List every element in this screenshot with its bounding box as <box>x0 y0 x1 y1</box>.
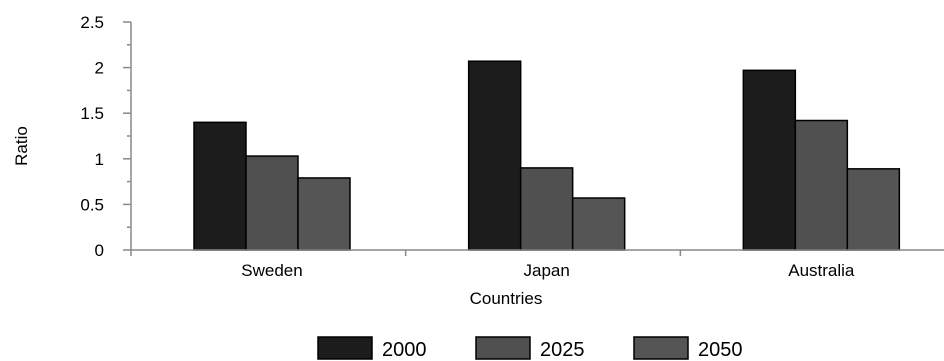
legend-swatch-2000 <box>317 336 373 360</box>
legend-swatch-2025 <box>475 336 531 360</box>
y-axis-title: Ratio <box>12 126 31 166</box>
bars <box>193 60 901 251</box>
x-tick-label: Australia <box>788 261 855 280</box>
y-tick-label: 2 <box>95 59 104 78</box>
legend-label-2000: 2000 <box>382 339 427 361</box>
bar-australia-2025 <box>794 119 849 251</box>
legend: 2000 2025 2050 <box>317 336 743 361</box>
x-tick-label: Sweden <box>241 261 302 280</box>
x-axis-title: Countries <box>470 289 543 308</box>
bar-japan-2000 <box>467 60 522 251</box>
bar-sweden-2050 <box>297 177 351 251</box>
y-tick-label: 0 <box>95 241 104 260</box>
x-axis-ticks <box>130 250 682 256</box>
y-tick-label: 0.5 <box>80 195 104 214</box>
legend-label-2050: 2050 <box>698 339 743 361</box>
bar-australia-2050 <box>846 168 901 251</box>
y-tick-label: 2.5 <box>80 13 104 32</box>
bar-australia-2000 <box>742 69 797 251</box>
bar-sweden-2000 <box>193 121 247 251</box>
y-tick-label: 1 <box>95 150 104 169</box>
bar-japan-2050 <box>571 197 626 251</box>
y-tick-label: 1.5 <box>80 104 104 123</box>
x-axis-category-labels: Sweden Japan Australia <box>241 261 855 280</box>
legend-label-2025: 2025 <box>540 339 585 361</box>
bar-japan-2025 <box>519 167 574 251</box>
x-tick-label: Japan <box>524 261 570 280</box>
legend-swatch-2050 <box>633 336 689 360</box>
bar-sweden-2025 <box>245 155 299 251</box>
y-axis-ticks: 0 0.5 1 1.5 2 2.5 <box>80 13 131 260</box>
